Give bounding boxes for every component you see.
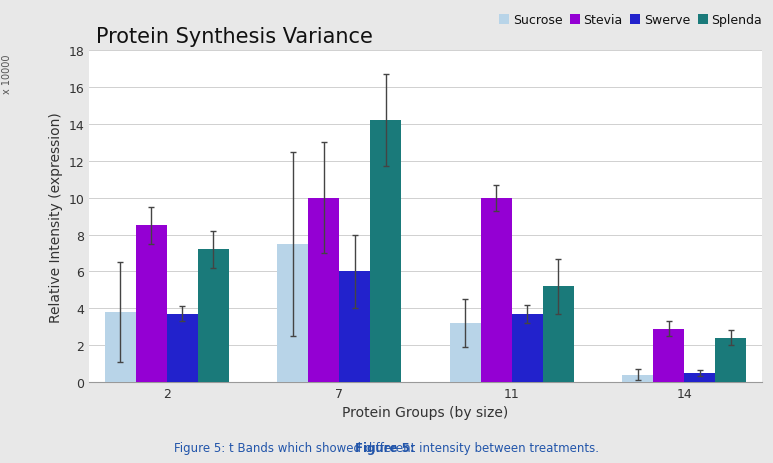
Bar bbox=[370, 121, 401, 382]
Text: Figure 5: t Bands which showed different intensity between treatments.: Figure 5: t Bands which showed different… bbox=[174, 441, 599, 454]
Y-axis label: Relative Intensity (expression): Relative Intensity (expression) bbox=[49, 112, 63, 322]
X-axis label: Protein Groups (by size): Protein Groups (by size) bbox=[342, 406, 509, 419]
Text: Figure 5:: Figure 5: bbox=[355, 441, 418, 454]
Legend: Sucrose, Stevia, Swerve, Splenda: Sucrose, Stevia, Swerve, Splenda bbox=[499, 14, 762, 27]
Bar bbox=[684, 373, 715, 382]
Bar bbox=[715, 338, 747, 382]
Bar bbox=[450, 323, 481, 382]
Bar bbox=[512, 314, 543, 382]
Bar bbox=[653, 329, 684, 382]
Bar bbox=[277, 244, 308, 382]
Bar bbox=[135, 226, 167, 382]
Bar bbox=[308, 198, 339, 382]
Text: x 10000: x 10000 bbox=[2, 55, 12, 94]
Text: Protein Synthesis Variance: Protein Synthesis Variance bbox=[96, 27, 373, 47]
Bar bbox=[481, 198, 512, 382]
Bar bbox=[104, 313, 135, 382]
Bar bbox=[622, 375, 653, 382]
Bar bbox=[198, 250, 229, 382]
Bar bbox=[167, 314, 198, 382]
Bar bbox=[543, 287, 574, 382]
Bar bbox=[339, 272, 370, 382]
